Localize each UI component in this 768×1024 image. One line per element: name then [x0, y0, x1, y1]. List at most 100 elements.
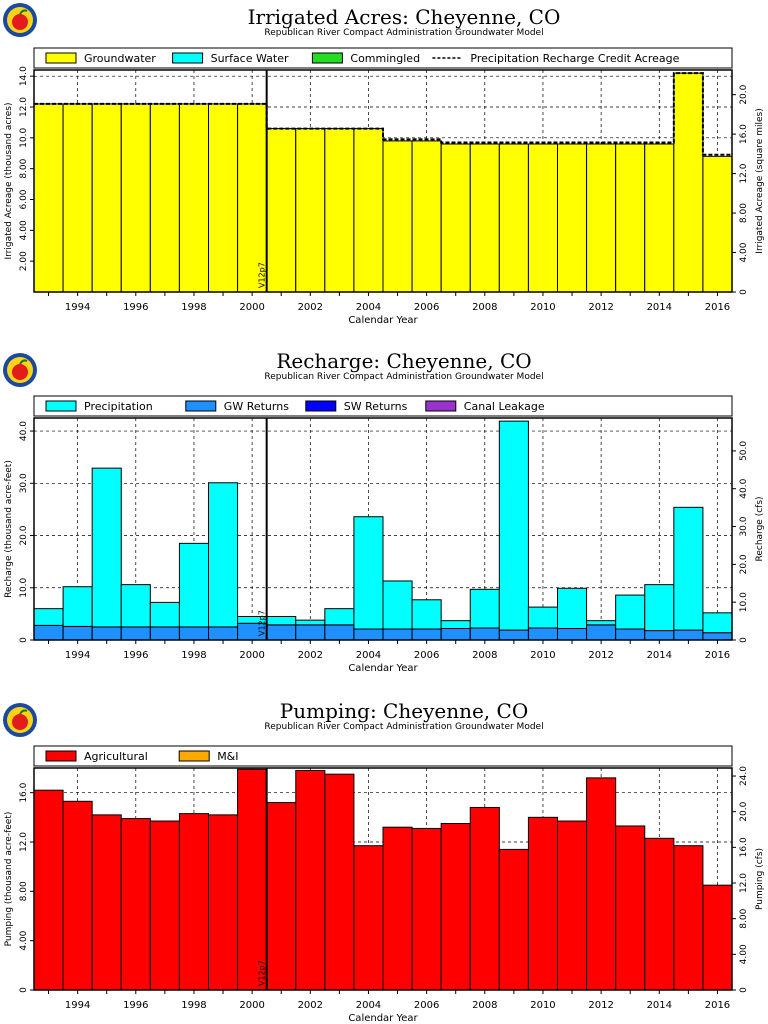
bar-gw-returns-2007 — [440, 628, 471, 641]
pumping-panel: Pumping: Cheyenne, CO Republican River Co… — [0, 698, 768, 1024]
x-tick-label-2004: 2004 — [356, 1000, 381, 1011]
y-axis-right: 0 10.0 20.0 30.0 40.0 50.0 — [732, 441, 749, 643]
y2-tick-label-0: 0 — [739, 987, 749, 993]
y2-tick-label-30-0: 30.0 — [739, 516, 749, 536]
legend-swatch-groundwater — [45, 52, 77, 64]
apple-logo — [3, 703, 37, 737]
legend-label-commingled: Commingled — [350, 52, 420, 65]
irrigated-acres-chart: Irrigated Acres: Cheyenne, CORepublican … — [3, 3, 765, 326]
bar-groundwater-2012 — [586, 143, 617, 293]
y-tick-label-8-00: 8.00 — [19, 881, 29, 901]
x-tick-label-2002: 2002 — [298, 650, 323, 661]
bar-precipitation-1994 — [62, 586, 93, 627]
bar-agricultural-2014 — [644, 837, 675, 991]
y2-tick-label-16-0: 16.0 — [739, 837, 749, 857]
y2-tick-label-24-0: 24.0 — [739, 766, 749, 786]
y2-tick-label-20-0: 20.0 — [739, 554, 749, 574]
legend-label-m-i: M&I — [217, 750, 238, 763]
leaf-icon — [19, 709, 28, 715]
bar-gw-returns-1996 — [120, 626, 151, 641]
bar-precipitation-1999 — [208, 482, 239, 628]
bar-gw-returns-1995 — [91, 626, 122, 641]
version-marker-label: V12p7 — [258, 960, 267, 986]
bar-groundwater-2004 — [353, 128, 384, 293]
bar-gw-returns-2005 — [382, 628, 413, 641]
x-axis: 1994 1996 1998 2000 2002 2004 2006 2008 2010 2012… — [48, 640, 730, 661]
legend-swatch-m-i — [178, 750, 210, 762]
bar-gw-returns-1994 — [62, 625, 93, 641]
legend-label-gw-returns: GW Returns — [224, 400, 289, 413]
bar-groundwater-1996 — [120, 103, 151, 293]
y-tick-label-10-0: 10.0 — [19, 128, 29, 148]
bar-precipitation-2012 — [586, 620, 617, 626]
x-tick-label-2014: 2014 — [647, 1000, 672, 1011]
bar-precipitation-2008 — [469, 588, 500, 629]
x-axis: 1994 1996 1998 2000 2002 2004 2006 2008 2010 2012… — [48, 990, 730, 1011]
bar-precipitation-2009 — [498, 420, 529, 631]
bar-agricultural-2003 — [324, 773, 355, 991]
bar-precipitation-1995 — [91, 467, 122, 628]
legend-swatch-agricultural — [45, 750, 77, 762]
bar-groundwater-2011 — [557, 143, 588, 293]
bar-gw-returns-2011 — [557, 628, 588, 641]
bar-precipitation-1997 — [149, 601, 180, 628]
x-tick-label-2008: 2008 — [472, 1000, 497, 1011]
bar-precipitation-1993 — [33, 608, 64, 626]
leaf-icon — [19, 359, 28, 365]
y2-tick-label-8-00: 8.00 — [739, 203, 749, 223]
y-tick-label-30-0: 30.0 — [19, 473, 29, 493]
x-tick-label-1994: 1994 — [65, 1000, 90, 1011]
y2-tick-label-16-0: 16.0 — [739, 124, 749, 144]
y-axis-label: Recharge (thousand acre-feet) — [4, 460, 14, 598]
bar-precipitation-2014 — [644, 584, 675, 632]
y2-tick-label-4-00: 4.00 — [739, 242, 749, 262]
bar-groundwater-1997 — [149, 103, 180, 293]
bar-agricultural-2005 — [382, 826, 413, 991]
apple-icon — [12, 364, 28, 380]
x-tick-label-2010: 2010 — [530, 1000, 555, 1011]
y-axis-right: 0 4.00 8.00 12.0 16.0 20.0 — [732, 84, 749, 295]
x-tick-label-2000: 2000 — [239, 302, 264, 313]
bar-precipitation-2013 — [615, 594, 646, 630]
bar-groundwater-2008 — [469, 143, 500, 293]
y-tick-label-6-00: 6.00 — [19, 189, 29, 209]
x-tick-label-2014: 2014 — [647, 302, 672, 313]
x-tick-label-2006: 2006 — [414, 650, 439, 661]
y-axis-right: 0 4.00 8.00 12.0 16.0 20.0 24.0 — [732, 766, 749, 993]
bar-groundwater-2016 — [702, 155, 733, 293]
x-tick-label-2008: 2008 — [472, 650, 497, 661]
x-axis-label: Calendar Year — [348, 315, 418, 326]
y-tick-label-12-0: 12.0 — [19, 832, 29, 852]
bar-agricultural-2015 — [673, 845, 704, 991]
legend-swatch-precipitation — [45, 400, 77, 412]
x-tick-label-1996: 1996 — [123, 650, 148, 661]
bar-precipitation-1996 — [120, 584, 151, 628]
x-tick-label-2002: 2002 — [298, 302, 323, 313]
chart-title: Recharge: Cheyenne, CO — [276, 349, 531, 373]
bar-precipitation-2010 — [527, 606, 559, 629]
y-tick-label-0: 0 — [19, 637, 29, 643]
bar-precipitation-2011 — [557, 587, 588, 630]
y-tick-label-40-0: 40.0 — [19, 421, 29, 441]
bar-agricultural-1993 — [33, 789, 64, 991]
y-tick-label-2-00: 2.00 — [19, 251, 29, 271]
x-tick-label-2016: 2016 — [705, 1000, 730, 1011]
x-tick-label-1994: 1994 — [65, 650, 90, 661]
bar-groundwater-1998 — [178, 103, 210, 293]
line-credit-acreage — [34, 72, 732, 156]
y-tick-label-8-00: 8.00 — [19, 158, 29, 178]
y2-tick-label-12-0: 12.0 — [739, 873, 749, 893]
chart-subtitle: Republican River Compact Administration … — [264, 722, 543, 732]
x-tick-label-2004: 2004 — [356, 650, 381, 661]
bar-agricultural-2011 — [557, 820, 588, 991]
plot-frame — [33, 767, 733, 991]
x-tick-label-1994: 1994 — [65, 302, 90, 313]
x-tick-label-1998: 1998 — [181, 650, 206, 661]
version-marker-label: V12p7 — [258, 262, 267, 288]
bar-gw-returns-2001 — [266, 624, 297, 641]
y-tick-label-20-0: 20.0 — [19, 525, 29, 545]
x-tick-label-2012: 2012 — [588, 302, 613, 313]
bar-gw-returns-2008 — [469, 627, 500, 641]
bar-agricultural-2016 — [702, 884, 733, 991]
bar-groundwater-2002 — [295, 128, 326, 293]
